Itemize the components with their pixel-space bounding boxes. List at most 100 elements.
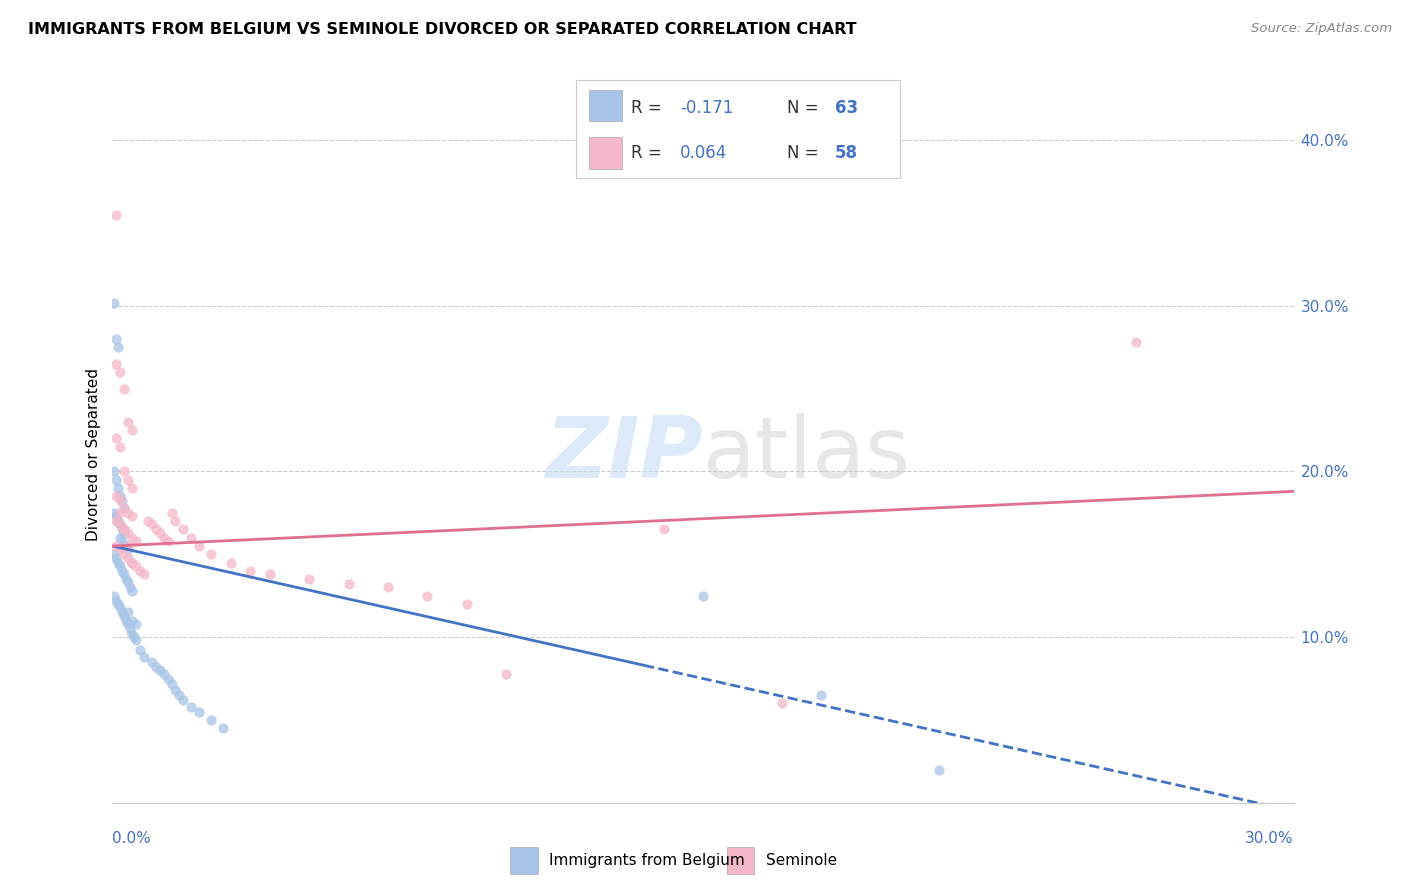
Point (122, 630, 145, 644)
Point (132, 650, 155, 665)
Point (121, 481, 143, 495)
Point (107, 481, 129, 495)
Point (111, 605, 134, 619)
Point (105, 509, 128, 524)
Point (110, 506, 132, 520)
Point (117, 542, 139, 557)
Point (172, 523, 194, 537)
FancyBboxPatch shape (727, 847, 754, 874)
Point (107, 514, 129, 528)
Point (136, 514, 159, 528)
Point (117, 473, 139, 487)
Point (495, 666, 517, 681)
Point (180, 699, 202, 714)
Point (112, 547, 135, 561)
Point (103, 295, 125, 310)
Text: ZIP: ZIP (546, 413, 703, 497)
Point (112, 608, 135, 623)
Point (770, 697, 793, 711)
Point (111, 564, 134, 578)
Point (121, 614, 143, 628)
Point (117, 415, 139, 429)
Text: 0.0%: 0.0% (112, 831, 152, 846)
Point (117, 550, 139, 565)
Point (111, 534, 134, 549)
Point (121, 627, 143, 641)
Point (110, 517, 132, 532)
Text: atlas: atlas (703, 413, 911, 497)
Point (107, 597, 129, 611)
Point (928, 763, 950, 777)
Text: 30.0%: 30.0% (1246, 831, 1294, 846)
Point (117, 506, 139, 520)
Point (110, 542, 132, 557)
Point (112, 539, 135, 553)
Point (117, 525, 139, 540)
Point (337, 577, 360, 591)
Point (105, 431, 128, 445)
Point (1125, 335, 1147, 350)
Point (810, 688, 832, 702)
Point (103, 506, 125, 520)
Point (110, 489, 132, 503)
Point (141, 517, 163, 532)
Point (112, 500, 135, 515)
Point (112, 567, 135, 582)
Point (125, 616, 148, 631)
Point (117, 616, 139, 631)
Text: Seminole: Seminole (766, 854, 837, 868)
Text: Immigrants from Belgium: Immigrants from Belgium (550, 854, 745, 868)
Text: 0.064: 0.064 (681, 144, 727, 161)
Point (103, 547, 125, 561)
Point (117, 539, 139, 553)
Point (121, 531, 143, 545)
Point (239, 564, 262, 578)
Text: 63: 63 (835, 99, 858, 117)
Text: R =: R = (631, 144, 662, 161)
Point (105, 539, 128, 553)
Point (129, 643, 152, 657)
Point (219, 556, 242, 570)
Point (121, 583, 143, 598)
Point (110, 517, 132, 532)
Point (377, 581, 399, 595)
Point (112, 500, 135, 515)
Point (105, 550, 128, 565)
Point (125, 534, 148, 549)
Point (110, 600, 132, 615)
Point (105, 357, 128, 371)
Text: IMMIGRANTS FROM BELGIUM VS SEMINOLE DIVORCED OR SEPARATED CORRELATION CHART: IMMIGRANTS FROM BELGIUM VS SEMINOLE DIVO… (28, 22, 856, 37)
Point (120, 581, 142, 595)
Point (110, 365, 132, 379)
Point (180, 531, 202, 545)
Point (692, 589, 714, 603)
Point (112, 525, 135, 540)
Point (105, 514, 128, 528)
Point (111, 523, 134, 537)
Text: R =: R = (631, 99, 662, 117)
Text: 58: 58 (835, 144, 858, 161)
Point (156, 534, 179, 549)
Point (149, 663, 172, 677)
Point (107, 556, 129, 570)
Point (110, 531, 132, 545)
Point (107, 340, 129, 354)
Point (121, 423, 143, 437)
Point (120, 622, 142, 636)
Point (121, 556, 143, 570)
FancyBboxPatch shape (510, 847, 537, 874)
Point (112, 382, 135, 396)
Point (152, 666, 174, 681)
Point (110, 492, 132, 507)
Point (149, 525, 172, 540)
Point (456, 597, 478, 611)
Point (259, 567, 281, 582)
Point (103, 465, 125, 479)
Point (172, 693, 194, 707)
Point (103, 589, 125, 603)
Point (211, 721, 233, 735)
Point (117, 575, 139, 590)
Point (115, 572, 138, 586)
Point (298, 572, 321, 586)
Point (112, 523, 135, 537)
